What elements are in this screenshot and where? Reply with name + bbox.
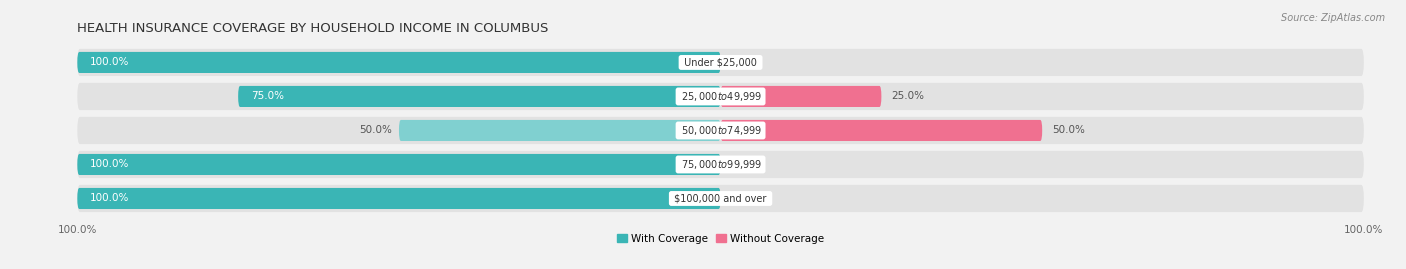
FancyBboxPatch shape xyxy=(77,52,721,73)
Text: 50.0%: 50.0% xyxy=(1052,125,1084,136)
Text: HEALTH INSURANCE COVERAGE BY HOUSEHOLD INCOME IN COLUMBUS: HEALTH INSURANCE COVERAGE BY HOUSEHOLD I… xyxy=(77,22,548,35)
Text: Under $25,000: Under $25,000 xyxy=(681,58,761,68)
FancyBboxPatch shape xyxy=(238,86,721,107)
FancyBboxPatch shape xyxy=(77,151,1364,178)
Text: 0.0%: 0.0% xyxy=(730,160,756,169)
FancyBboxPatch shape xyxy=(77,117,1364,144)
Text: 0.0%: 0.0% xyxy=(730,193,756,203)
FancyBboxPatch shape xyxy=(77,188,721,209)
Text: 75.0%: 75.0% xyxy=(252,91,284,101)
Text: 0.0%: 0.0% xyxy=(730,58,756,68)
Text: Source: ZipAtlas.com: Source: ZipAtlas.com xyxy=(1281,13,1385,23)
Text: 25.0%: 25.0% xyxy=(891,91,924,101)
Text: $75,000 to $99,999: $75,000 to $99,999 xyxy=(678,158,763,171)
Text: $25,000 to $49,999: $25,000 to $49,999 xyxy=(678,90,763,103)
Text: 50.0%: 50.0% xyxy=(360,125,392,136)
FancyBboxPatch shape xyxy=(721,86,882,107)
Text: $100,000 and over: $100,000 and over xyxy=(671,193,770,203)
FancyBboxPatch shape xyxy=(77,185,1364,212)
FancyBboxPatch shape xyxy=(77,49,1364,76)
Text: 100.0%: 100.0% xyxy=(90,193,129,203)
Legend: With Coverage, Without Coverage: With Coverage, Without Coverage xyxy=(613,229,828,248)
FancyBboxPatch shape xyxy=(721,120,1042,141)
FancyBboxPatch shape xyxy=(399,120,721,141)
Text: $50,000 to $74,999: $50,000 to $74,999 xyxy=(678,124,763,137)
FancyBboxPatch shape xyxy=(77,83,1364,110)
Text: 100.0%: 100.0% xyxy=(90,160,129,169)
Text: 100.0%: 100.0% xyxy=(90,58,129,68)
FancyBboxPatch shape xyxy=(77,154,721,175)
